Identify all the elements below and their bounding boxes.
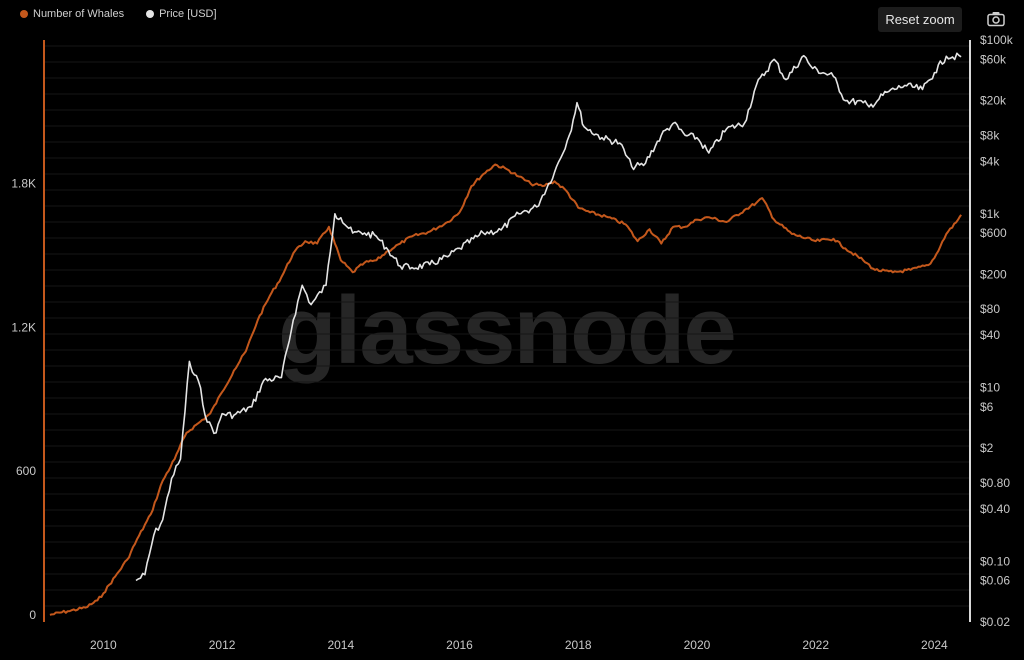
right-axis-tick-label: $40 — [980, 328, 1000, 342]
legend: Number of Whales Price [USD] — [20, 8, 217, 20]
left-axis-tick-label: 600 — [16, 464, 36, 478]
legend-item-whales[interactable]: Number of Whales — [20, 8, 124, 20]
x-axis-tick-label: 2012 — [209, 638, 236, 652]
right-axis-tick-label: $200 — [980, 267, 1007, 281]
legend-dot-price — [146, 10, 155, 18]
right-axis-tick-label: $0.02 — [980, 615, 1010, 629]
right-axis-tick-label: $20k — [980, 94, 1007, 108]
right-axis-tick-label: $10 — [980, 381, 1000, 395]
right-axis-tick-label: $60k — [980, 52, 1007, 66]
x-axis-tick-label: 2010 — [90, 638, 117, 652]
x-axis-tick-label: 2016 — [446, 638, 473, 652]
right-axis-tick-label: $0.06 — [980, 574, 1010, 588]
right-axis-tick-label: $2 — [980, 441, 994, 455]
series-line-price — [135, 52, 962, 582]
reset-zoom-button[interactable]: Reset zoom — [878, 7, 962, 32]
right-axis-tick-label: $8k — [980, 128, 1000, 142]
legend-label-price: Price [USD] — [159, 8, 217, 20]
legend-dot-whales — [20, 10, 28, 18]
camera-icon[interactable] — [986, 10, 1006, 28]
legend-label-whales: Number of Whales — [33, 8, 125, 20]
x-axis-tick-label: 2022 — [802, 638, 829, 652]
x-axis-tick-label: 2018 — [565, 638, 592, 652]
left-axis-tick-label: 0 — [29, 608, 36, 622]
series-line-whales — [49, 163, 962, 616]
x-axis-tick-label: 2020 — [684, 638, 711, 652]
right-axis-tick-label: $4k — [980, 154, 1000, 168]
x-axis-tick-label: 2014 — [327, 638, 354, 652]
left-axis-tick-label: 1.8K — [11, 177, 36, 191]
legend-item-price[interactable]: Price [USD] — [146, 8, 217, 20]
right-axis-tick-label: $0.40 — [980, 502, 1010, 516]
right-axis-tick-label: $6 — [980, 400, 994, 414]
right-axis-tick-label: $600 — [980, 226, 1007, 240]
right-axis-tick-label: $0.10 — [980, 554, 1010, 568]
right-axis-tick-label: $100k — [980, 33, 1014, 47]
right-axis-tick-label: $1k — [980, 207, 1000, 221]
left-axis-tick-label: 1.2K — [11, 320, 36, 334]
right-axis-tick-label: $80 — [980, 302, 1000, 316]
right-axis-tick-label: $0.80 — [980, 476, 1010, 490]
x-axis-tick-label: 2024 — [921, 638, 948, 652]
